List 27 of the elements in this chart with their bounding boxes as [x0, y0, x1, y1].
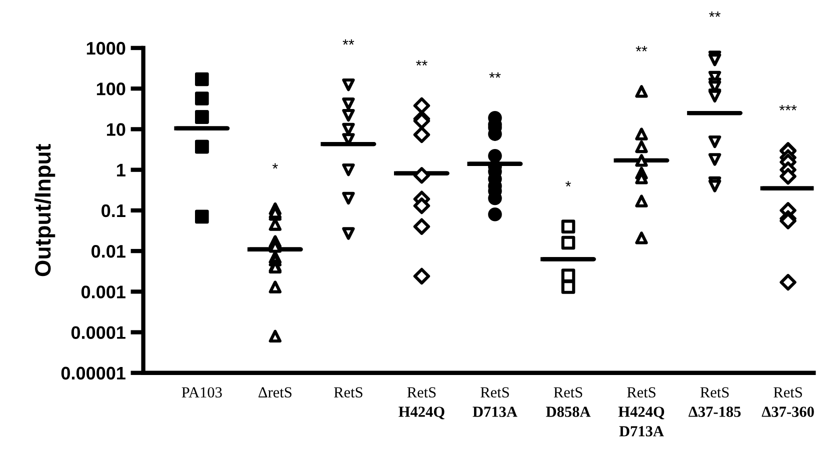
y-tick-label: 1	[117, 164, 126, 176]
x-tick-label: RetS Δ37-360	[762, 387, 814, 417]
y-tick-label: 1000	[86, 42, 126, 55]
x-tick-label: RetS H424Q	[398, 387, 444, 420]
x-tick-label: PA103	[182, 387, 222, 398]
annotation: ***	[779, 104, 797, 110]
annotation: *	[566, 181, 571, 186]
y-tick-label: 0.1	[102, 204, 126, 218]
x-tick-label: RetS D858A	[546, 387, 591, 417]
annotation: **	[489, 72, 501, 78]
text: **	[342, 39, 354, 45]
y-tick-label: 0.00001	[61, 366, 126, 380]
y-tick-label: 0.0001	[71, 326, 126, 339]
x-tick-label: RetS D713A	[472, 387, 518, 417]
y-tick-label: 10	[106, 123, 126, 136]
y-tick-label: 0.001	[81, 286, 126, 298]
y-axis-title: Output/Input	[34, 144, 56, 276]
annotation: **	[636, 46, 648, 52]
text: **	[709, 12, 720, 17]
y-tick-label: 0.01	[92, 244, 126, 258]
x-tick-label: ΔretS	[258, 387, 292, 398]
x-tick-label: RetS Δ37-185	[688, 387, 741, 417]
annotation: *	[272, 163, 278, 169]
annotation: **	[416, 60, 428, 66]
y-tick-label: 100	[96, 82, 126, 96]
x-tick-label: RetS H424Q D713A	[618, 387, 664, 436]
x-tick-label: RetS	[334, 387, 362, 398]
